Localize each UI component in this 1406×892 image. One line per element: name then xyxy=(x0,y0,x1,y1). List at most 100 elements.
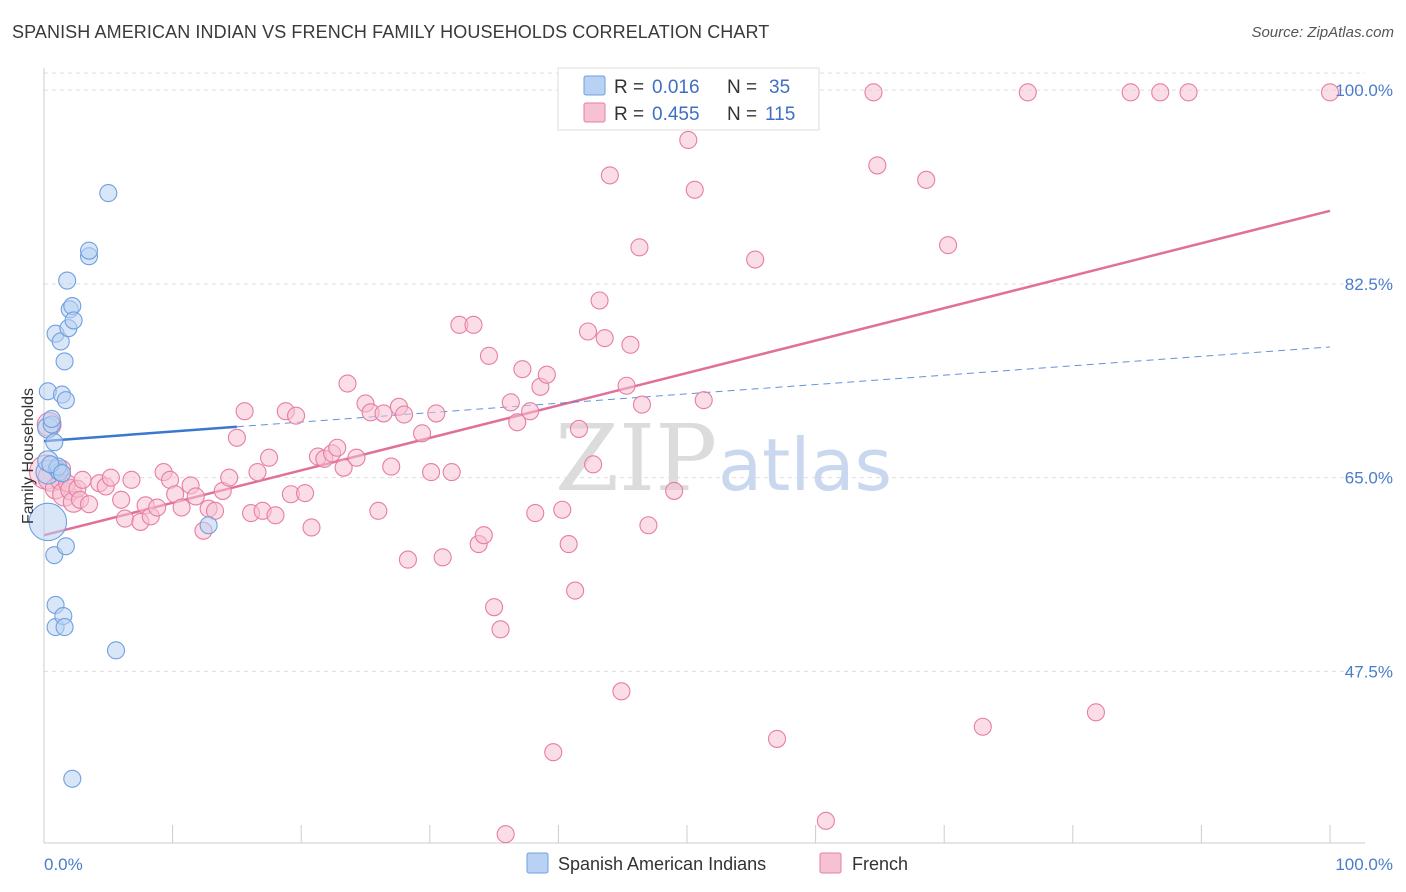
data-point-french xyxy=(1320,83,1340,102)
data-point-french xyxy=(220,468,239,487)
data-point-spanish-american-indians xyxy=(64,311,83,330)
data-point-french xyxy=(328,438,347,457)
data-point-french xyxy=(227,428,246,447)
data-point-spanish-american-indians xyxy=(63,769,82,788)
trend-line-spanish xyxy=(43,425,237,443)
data-point-french xyxy=(235,402,254,421)
watermark-atlas: atlas xyxy=(718,423,892,507)
data-point-french xyxy=(508,413,527,432)
data-point-french xyxy=(917,170,936,189)
trend-lines xyxy=(43,209,1331,537)
data-point-french xyxy=(302,518,321,537)
data-point-french xyxy=(398,550,417,569)
data-point-french xyxy=(632,395,652,414)
data-point-french xyxy=(79,495,99,514)
data-point-french xyxy=(630,238,649,257)
data-point-french xyxy=(569,419,589,438)
data-point-french xyxy=(334,458,353,477)
data-point-french xyxy=(422,463,441,482)
data-point-french xyxy=(1086,703,1105,722)
data-point-french xyxy=(526,504,545,523)
data-point-french xyxy=(122,470,141,489)
data-point-french xyxy=(1179,83,1198,102)
data-point-french xyxy=(665,481,684,500)
data-point-spanish-american-indians xyxy=(199,516,218,535)
data-point-spanish-american-indians xyxy=(55,618,74,637)
data-point-french xyxy=(491,620,510,639)
y-tick-label: 47.5% xyxy=(1345,662,1393,681)
data-point-french xyxy=(101,468,120,487)
y-tick-label: 65.0% xyxy=(1345,469,1393,488)
data-point-french xyxy=(464,315,483,334)
data-point-spanish-american-indians xyxy=(79,241,99,260)
watermark: ZIP atlas xyxy=(555,405,892,512)
x-tick-label-end: 100.0% xyxy=(1335,855,1393,874)
legend-swatch-blue xyxy=(583,75,606,96)
data-point-french xyxy=(746,250,765,269)
legend-r-value: 0.455 xyxy=(652,104,700,125)
chart-title: SPANISH AMERICAN INDIAN VS FRENCH FAMILY… xyxy=(12,22,770,42)
data-point-french xyxy=(864,83,883,102)
y-axis-label: Family Households xyxy=(20,388,37,524)
data-point-french xyxy=(501,393,520,412)
data-point-spanish-american-indians xyxy=(51,332,70,351)
data-point-french xyxy=(868,156,887,175)
legend-r-value: 0.016 xyxy=(652,77,700,98)
data-point-spanish-american-indians xyxy=(45,433,64,452)
data-point-french xyxy=(595,329,614,348)
data-point-spanish-american-indians xyxy=(55,352,74,371)
data-point-french xyxy=(186,487,205,506)
bottom-legend-label-french: French xyxy=(852,854,908,874)
y-tick-label: 82.5% xyxy=(1345,275,1393,294)
data-point-spanish-american-indians xyxy=(56,391,75,410)
data-point-french xyxy=(1121,83,1140,102)
data-point-french xyxy=(115,509,135,528)
data-point-french xyxy=(600,166,619,185)
bottom-legend: Spanish American Indians French xyxy=(526,852,908,874)
data-point-french xyxy=(590,291,609,310)
data-point-spanish-american-indians xyxy=(106,641,126,660)
data-point-spanish-american-indians xyxy=(56,537,75,556)
data-point-french xyxy=(369,501,388,520)
source-credit: Source: ZipAtlas.com xyxy=(1251,24,1394,41)
data-point-french xyxy=(679,130,698,150)
data-point-french xyxy=(112,490,131,509)
data-point-french xyxy=(1018,83,1037,102)
data-point-spanish-american-indians xyxy=(28,502,68,542)
data-point-french xyxy=(266,506,285,525)
legend-n-value: 115 xyxy=(765,104,795,125)
data-point-french xyxy=(338,374,357,393)
data-point-french xyxy=(474,526,493,545)
legend-r-label: R = xyxy=(614,77,644,98)
data-point-french xyxy=(617,376,636,395)
bottom-legend-label-spanish-american-indians: Spanish American Indians xyxy=(558,854,766,874)
bottom-legend-swatch-pink xyxy=(819,852,842,874)
data-point-french xyxy=(513,360,532,379)
data-point-french xyxy=(259,448,279,467)
legend: R = 0.016 N = 35 R = 0.455 N = 115 xyxy=(557,67,820,131)
data-point-spanish-american-indians xyxy=(42,409,61,429)
data-point-french xyxy=(287,406,306,425)
data-point-french xyxy=(479,346,499,365)
y-tick-label: 100.0% xyxy=(1335,81,1393,100)
data-point-french xyxy=(427,404,446,423)
data-point-french xyxy=(559,535,578,554)
data-point-french xyxy=(296,484,315,503)
data-point-french xyxy=(433,548,452,567)
data-point-french xyxy=(621,335,640,354)
legend-n-label: N = xyxy=(727,77,757,98)
data-point-spanish-american-indians xyxy=(99,184,118,203)
trend-line-french xyxy=(43,209,1331,537)
data-point-french xyxy=(578,322,598,341)
data-point-french xyxy=(639,516,658,535)
data-point-spanish-american-indians xyxy=(58,271,77,290)
tick-labels: 47.5% 65.0% 82.5% 100.0% 0.0% 100.0% xyxy=(44,81,1393,874)
data-point-french xyxy=(442,463,461,482)
data-point-french xyxy=(248,463,267,482)
data-point-spanish-american-indians xyxy=(52,464,72,483)
data-point-french xyxy=(172,498,191,517)
data-point-french xyxy=(566,581,585,600)
trend-line-spanish-dashed xyxy=(236,346,1331,428)
data-point-french xyxy=(767,729,787,748)
